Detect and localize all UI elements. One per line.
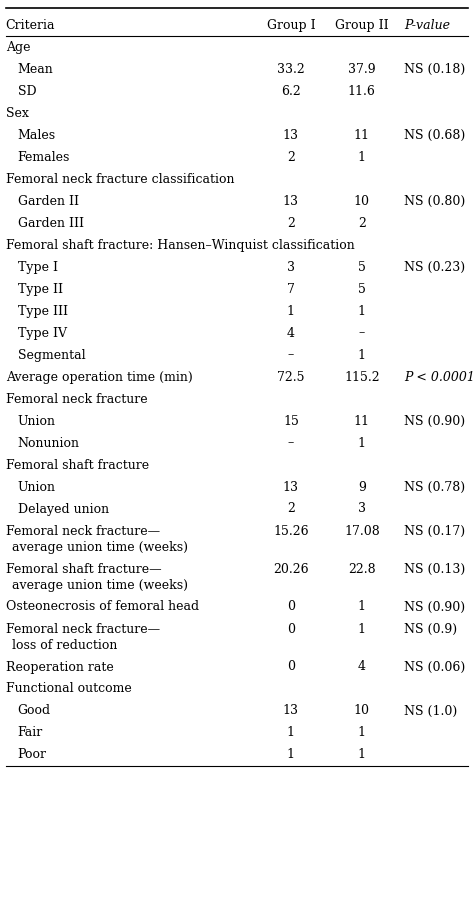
- Text: NS (0.13): NS (0.13): [404, 563, 465, 576]
- Text: Femoral neck fracture: Femoral neck fracture: [6, 393, 147, 405]
- Text: 2: 2: [287, 502, 295, 516]
- Text: 15.26: 15.26: [273, 525, 309, 538]
- Text: 1: 1: [287, 748, 295, 762]
- Text: Type IV: Type IV: [18, 327, 67, 339]
- Text: loss of reduction: loss of reduction: [12, 639, 117, 652]
- Text: 11: 11: [354, 414, 370, 428]
- Text: 4: 4: [287, 327, 295, 339]
- Text: 11.6: 11.6: [348, 84, 376, 98]
- Text: 10: 10: [354, 195, 370, 207]
- Text: Group II: Group II: [335, 19, 389, 32]
- Text: Poor: Poor: [18, 748, 46, 762]
- Text: –: –: [288, 437, 294, 449]
- Text: P-value: P-value: [404, 19, 450, 32]
- Text: Union: Union: [18, 481, 55, 493]
- Text: NS (0.18): NS (0.18): [404, 63, 465, 75]
- Text: average union time (weeks): average union time (weeks): [12, 541, 188, 553]
- Text: –: –: [288, 349, 294, 361]
- Text: 13: 13: [283, 481, 299, 493]
- Text: 1: 1: [358, 748, 366, 762]
- Text: Garden III: Garden III: [18, 216, 84, 230]
- Text: 115.2: 115.2: [344, 370, 380, 384]
- Text: 1: 1: [358, 727, 366, 739]
- Text: 37.9: 37.9: [348, 63, 376, 75]
- Text: Females: Females: [18, 151, 70, 163]
- Text: Femoral neck fracture—: Femoral neck fracture—: [6, 623, 160, 636]
- Text: 11: 11: [354, 128, 370, 142]
- Text: 1: 1: [358, 151, 366, 163]
- Text: average union time (weeks): average union time (weeks): [12, 579, 188, 592]
- Text: Functional outcome: Functional outcome: [6, 683, 131, 695]
- Text: 2: 2: [287, 151, 295, 163]
- Text: 9: 9: [358, 481, 366, 493]
- Text: 1: 1: [358, 349, 366, 361]
- Text: 1: 1: [287, 304, 295, 318]
- Text: 1: 1: [287, 727, 295, 739]
- Text: 20.26: 20.26: [273, 563, 309, 576]
- Text: Good: Good: [18, 704, 51, 718]
- Text: Femoral shaft fracture—: Femoral shaft fracture—: [6, 563, 161, 576]
- Text: Femoral shaft fracture: Hansen–Winquist classification: Femoral shaft fracture: Hansen–Winquist …: [6, 239, 354, 251]
- Text: 13: 13: [283, 704, 299, 718]
- Text: NS (0.68): NS (0.68): [404, 128, 465, 142]
- Text: Delayed union: Delayed union: [18, 502, 109, 516]
- Text: Union: Union: [18, 414, 55, 428]
- Text: 6.2: 6.2: [281, 84, 301, 98]
- Text: Fair: Fair: [18, 727, 43, 739]
- Text: 3: 3: [358, 502, 366, 516]
- Text: 1: 1: [358, 600, 366, 614]
- Text: Criteria: Criteria: [6, 19, 55, 32]
- Text: 3: 3: [287, 260, 295, 274]
- Text: 0: 0: [287, 623, 295, 636]
- Text: Garden II: Garden II: [18, 195, 79, 207]
- Text: 33.2: 33.2: [277, 63, 305, 75]
- Text: Osteonecrosis of femoral head: Osteonecrosis of femoral head: [6, 600, 199, 614]
- Text: 2: 2: [287, 216, 295, 230]
- Text: Femoral neck fracture classification: Femoral neck fracture classification: [6, 172, 234, 186]
- Text: 1: 1: [358, 623, 366, 636]
- Text: 13: 13: [283, 195, 299, 207]
- Text: –: –: [359, 327, 365, 339]
- Text: Average operation time (min): Average operation time (min): [6, 370, 193, 384]
- Text: Males: Males: [18, 128, 56, 142]
- Text: Nonunion: Nonunion: [18, 437, 79, 449]
- Text: 1: 1: [358, 437, 366, 449]
- Text: NS (0.17): NS (0.17): [404, 525, 465, 538]
- Text: NS (0.80): NS (0.80): [404, 195, 465, 207]
- Text: 17.08: 17.08: [344, 525, 380, 538]
- Text: 13: 13: [283, 128, 299, 142]
- Text: 2: 2: [358, 216, 366, 230]
- Text: 0: 0: [287, 660, 295, 674]
- Text: Femoral shaft fracture: Femoral shaft fracture: [6, 458, 149, 472]
- Text: Mean: Mean: [18, 63, 53, 75]
- Text: NS (0.90): NS (0.90): [404, 414, 465, 428]
- Text: NS (0.78): NS (0.78): [404, 481, 465, 493]
- Text: P < 0.0001: P < 0.0001: [404, 370, 473, 384]
- Text: SD: SD: [18, 84, 36, 98]
- Text: 5: 5: [358, 260, 366, 274]
- Text: 7: 7: [287, 283, 295, 295]
- Text: 10: 10: [354, 704, 370, 718]
- Text: 22.8: 22.8: [348, 563, 376, 576]
- Text: Type III: Type III: [18, 304, 68, 318]
- Text: 4: 4: [358, 660, 366, 674]
- Text: Reoperation rate: Reoperation rate: [6, 660, 114, 674]
- Text: Sex: Sex: [6, 107, 28, 119]
- Text: Segmental: Segmental: [18, 349, 85, 361]
- Text: Femoral neck fracture—: Femoral neck fracture—: [6, 525, 160, 538]
- Text: NS (1.0): NS (1.0): [404, 704, 458, 718]
- Text: 1: 1: [358, 304, 366, 318]
- Text: NS (0.9): NS (0.9): [404, 623, 457, 636]
- Text: 72.5: 72.5: [277, 370, 305, 384]
- Text: NS (0.23): NS (0.23): [404, 260, 465, 274]
- Text: Group I: Group I: [267, 19, 315, 32]
- Text: Type I: Type I: [18, 260, 58, 274]
- Text: 15: 15: [283, 414, 299, 428]
- Text: 5: 5: [358, 283, 366, 295]
- Text: 0: 0: [287, 600, 295, 614]
- Text: Age: Age: [6, 40, 30, 54]
- Text: NS (0.06): NS (0.06): [404, 660, 465, 674]
- Text: Type II: Type II: [18, 283, 62, 295]
- Text: NS (0.90): NS (0.90): [404, 600, 465, 614]
